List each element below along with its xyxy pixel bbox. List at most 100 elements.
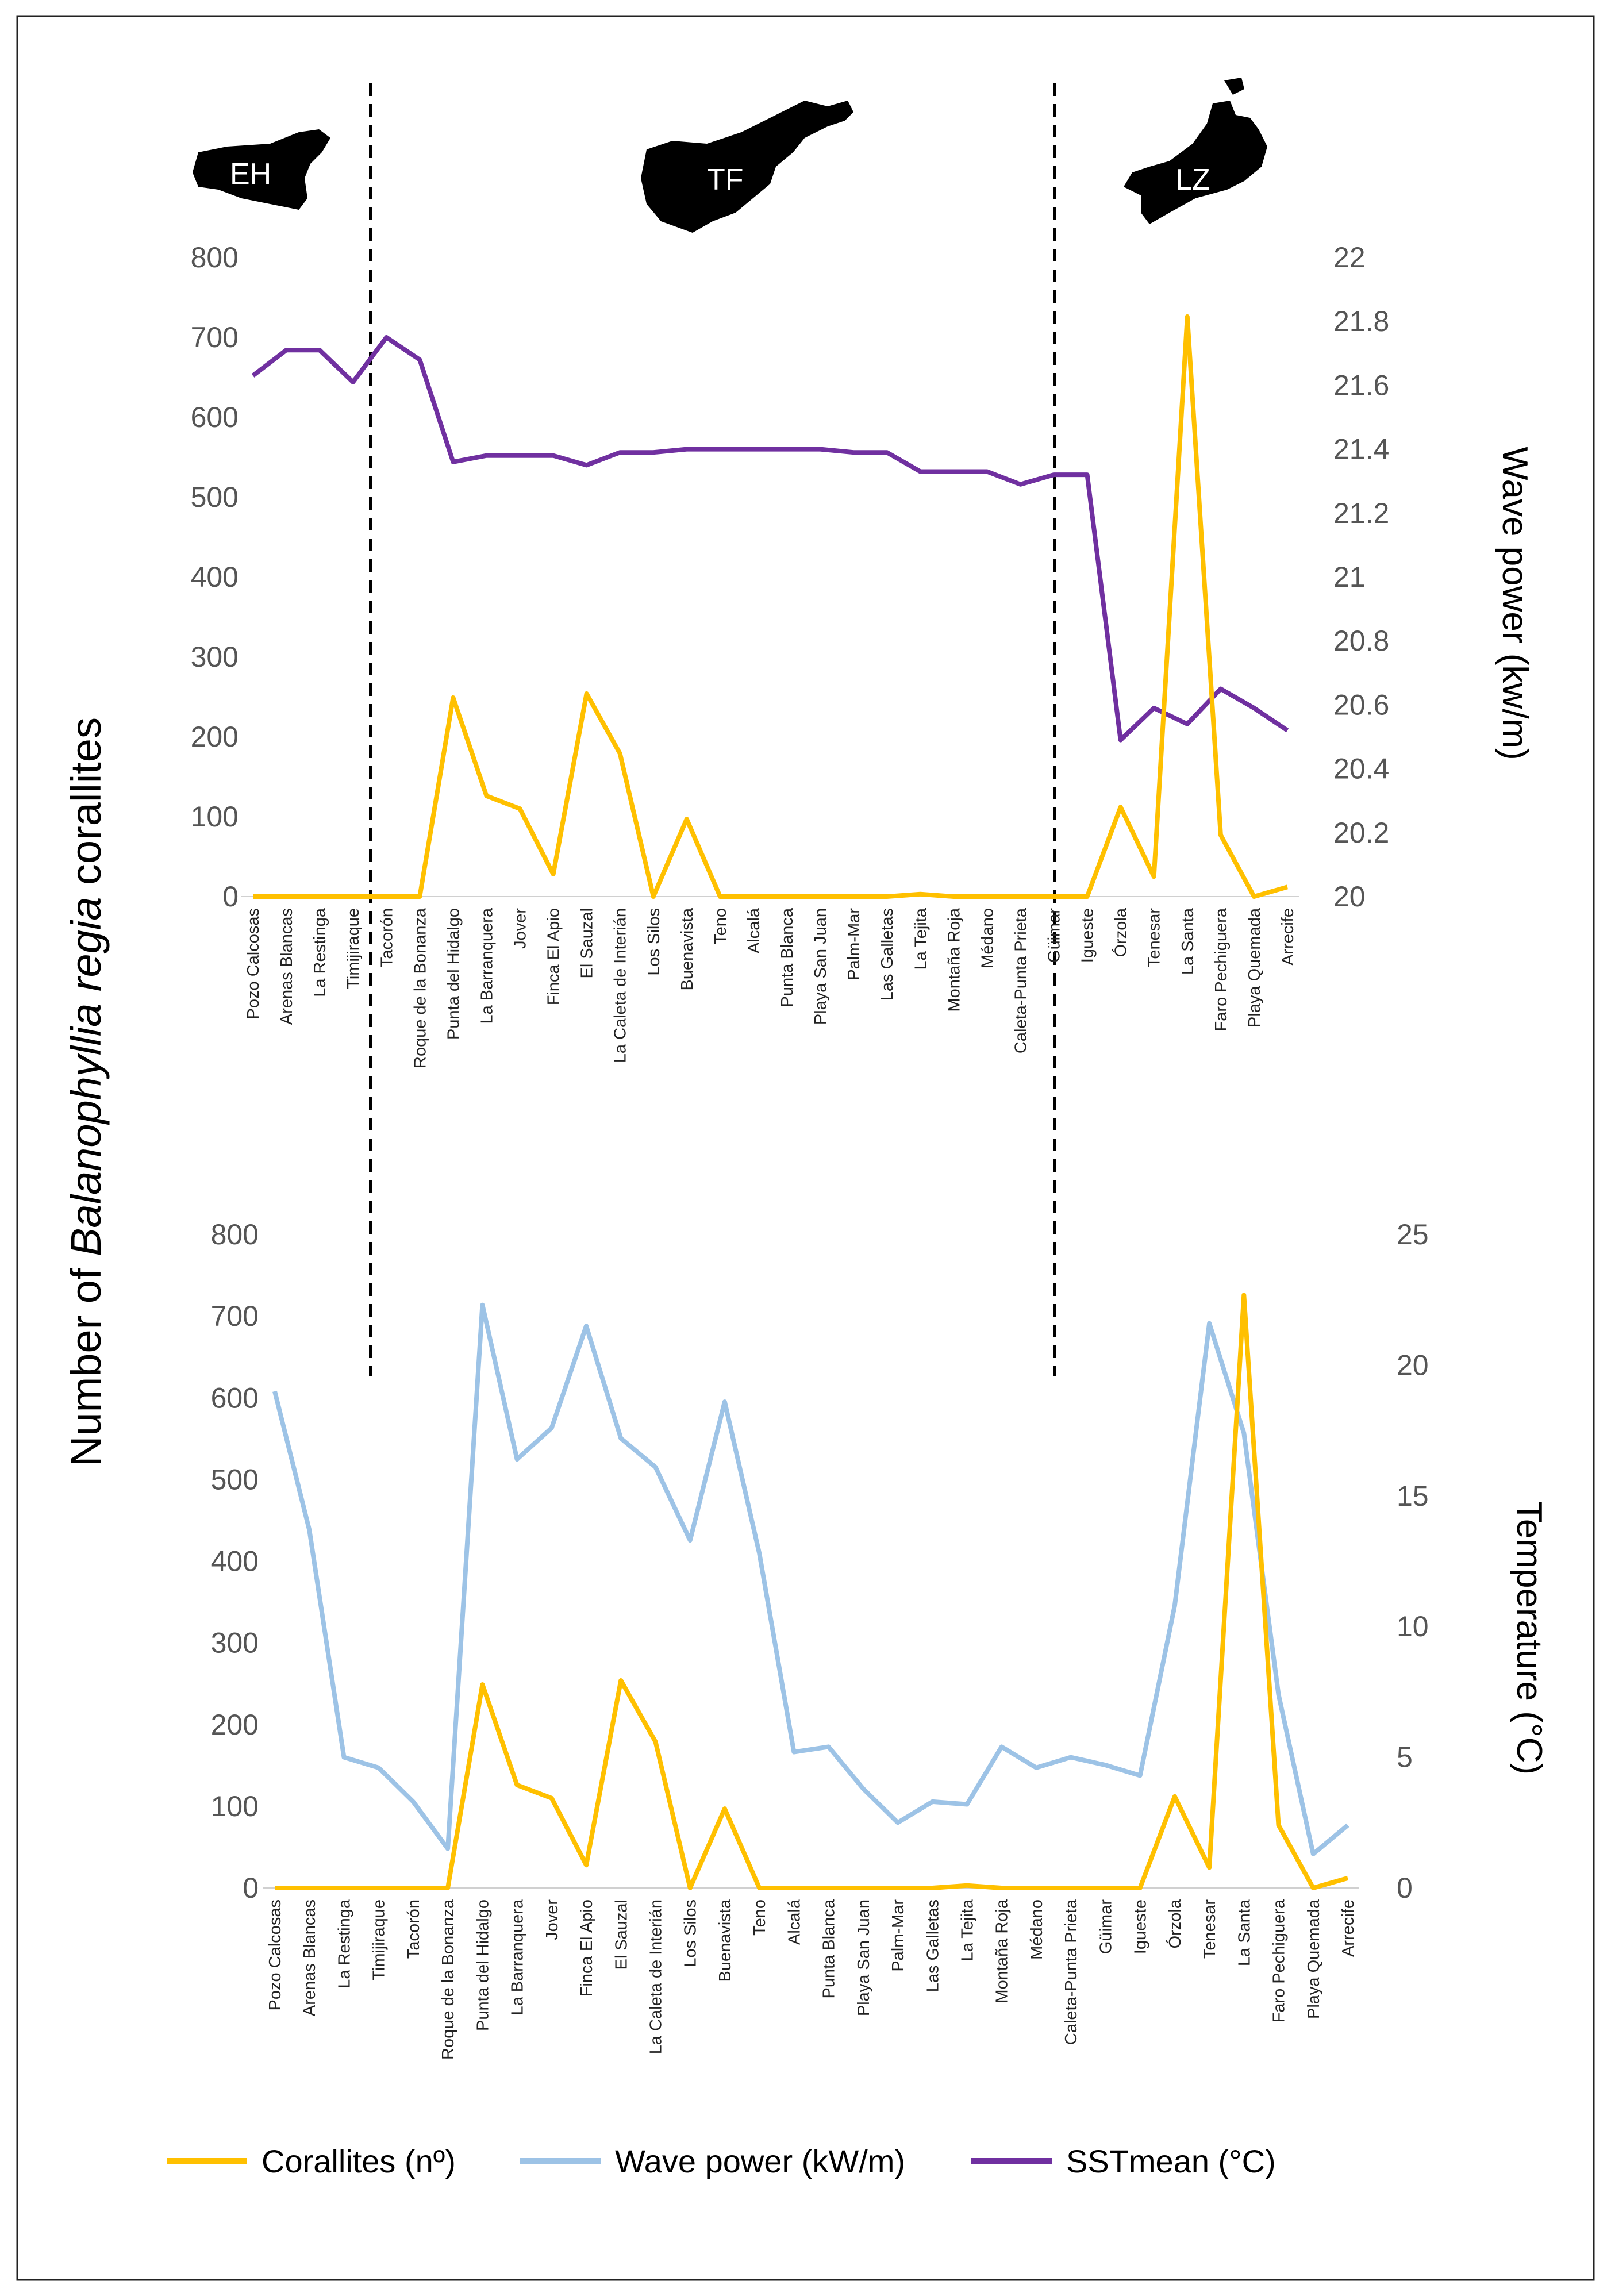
y-left-tick-label: 800 — [211, 1218, 259, 1251]
tenerife-island-shape — [641, 101, 853, 233]
x-category-label: Las Galletas — [878, 908, 897, 1001]
x-category-label: Montaña Roja — [945, 907, 963, 1012]
y-left-tick-label: 300 — [191, 641, 239, 673]
y-axis-label-right: Wave power (kw/m) — [1495, 447, 1535, 760]
x-category-label: Punta Blanca — [820, 1899, 839, 1998]
y-right-tick-label: 20.6 — [1333, 689, 1389, 721]
legend-label-wave-power: Wave power (kW/m) — [615, 2143, 905, 2179]
x-category-label: La Santa — [1179, 907, 1197, 975]
series-line-corallites-n — [275, 1293, 1349, 1890]
series-line-sstmean-c — [251, 335, 1289, 743]
y-axis-label-prefix: Number of — [62, 1256, 110, 1467]
y-left-tick-label: 200 — [191, 721, 239, 753]
x-category-label: Roque de la Bonanza — [411, 907, 429, 1068]
y-left-tick-label: 800 — [191, 241, 239, 274]
figure-frame — [16, 15, 1595, 2281]
y-right-tick-label: 21.6 — [1333, 369, 1389, 401]
x-category-label: Finca El Apio — [545, 908, 563, 1005]
x-category-label: Caleta-Punta Prieta — [1062, 1899, 1081, 2045]
x-category-label: La Barranquera — [478, 907, 496, 1024]
x-category-label: Playa Quemada — [1245, 907, 1264, 1028]
x-category-label: Faro Pechiguera — [1212, 907, 1231, 1031]
chart-top: 0 100 200 300 400 500 600 700 800 20 20.2 20.4 20.6 2… — [191, 241, 1535, 1068]
x-category-label: Tenesar — [1145, 908, 1164, 968]
x-category-label: Tacorón — [378, 908, 396, 967]
y-right-tick-label: 20.8 — [1333, 625, 1389, 657]
legend-label-corallites: Corallites (nº) — [262, 2143, 456, 2179]
x-category-label: La Caleta de Interián — [612, 908, 630, 1063]
y-left-tick-label: 700 — [191, 321, 239, 353]
x-category-label: Arenas Blancas — [278, 908, 296, 1025]
series-line-corallites-n — [253, 314, 1289, 899]
x-category-label: Timijiraque — [344, 908, 363, 989]
y-right-tick-label: 20 — [1397, 1349, 1429, 1381]
y-right-tick-label: 25 — [1397, 1218, 1429, 1251]
x-category-label: Güimar — [1045, 908, 1064, 963]
y-right-tick-label: 21.4 — [1333, 433, 1389, 466]
x-category-label: Buenavista — [716, 1899, 735, 1982]
y-right-tick-label: 20.4 — [1333, 753, 1389, 785]
x-category-label: Playa San Juan — [855, 1899, 873, 2016]
y-axis-label-left: Number of Balanophyllia regia corallites — [62, 717, 110, 1467]
x-category-label: La Restinga — [311, 907, 329, 997]
y-right-tick-label: 21.8 — [1333, 305, 1389, 337]
x-category-label: Pozo Calcosas — [266, 1899, 284, 2010]
island-silhouettes: EH TF LZ — [193, 78, 1267, 233]
x-category-label: Jover — [543, 1899, 562, 1940]
y-right-tick-label: 5 — [1397, 1741, 1413, 1774]
island-label-tf: TF — [707, 163, 744, 197]
y-right-tick-label: 21.2 — [1333, 497, 1389, 529]
y-right-tick-label: 20 — [1333, 880, 1366, 913]
y-right-tick-label: 21 — [1333, 561, 1366, 593]
y-left-tick-label: 200 — [211, 1709, 259, 1741]
x-category-label: Las Galletas — [924, 1899, 942, 1992]
y-left-tick-label: 0 — [222, 880, 239, 913]
x-category-label: Tacorón — [405, 1899, 423, 1959]
x-category-label: Teno — [712, 908, 730, 944]
x-category-label: Palm-Mar — [845, 908, 863, 980]
x-category-label: Faro Pechiguera — [1270, 1899, 1289, 2022]
y-right-tick-label: 0 — [1397, 1872, 1413, 1904]
x-category-label: La Santa — [1235, 1899, 1254, 1966]
x-category-label: Güimar — [1097, 1899, 1115, 1954]
x-category-label: El Sauzal — [578, 908, 597, 979]
x-category-label: Médano — [1028, 1899, 1046, 1960]
x-category-label: Arrecife — [1279, 908, 1297, 966]
x-category-label: Médano — [978, 908, 997, 968]
y-axis-label-right: Temperature (°C) — [1509, 1501, 1549, 1775]
x-category-label: Palm-Mar — [889, 1899, 908, 1972]
x-category-label: Tenesar — [1201, 1899, 1219, 1959]
x-category-label: Jover — [512, 908, 530, 949]
x-category-label: Arenas Blancas — [301, 1899, 319, 2016]
legend: Corallites (nº) Wave power (kW/m) SSTmea… — [167, 2143, 1276, 2179]
y-left-tick-label: 600 — [211, 1382, 259, 1414]
y-left-tick-label: 300 — [211, 1627, 259, 1659]
x-category-label: Finca El Apio — [578, 1899, 596, 1997]
x-category-label: Buenavista — [678, 907, 697, 990]
y-left-tick-label: 500 — [211, 1463, 259, 1495]
x-category-label: Punta del Hidalgo — [444, 908, 463, 1040]
x-category-label: Los Silos — [682, 1899, 700, 1967]
x-category-label: El Sauzal — [612, 1899, 630, 1970]
y-right-tick-label: 10 — [1397, 1610, 1429, 1643]
x-category-label: Arrecife — [1339, 1899, 1358, 1957]
x-category-label: Playa San Juan — [812, 908, 830, 1025]
y-right-tick-label: 22 — [1333, 241, 1366, 274]
y-left-tick-label: 400 — [191, 561, 239, 593]
y-left-tick-label: 500 — [191, 481, 239, 513]
x-category-label: Montaña Roja — [993, 1899, 1012, 2003]
island-label-eh: EH — [230, 157, 271, 191]
x-category-label: Igueste — [1132, 1899, 1150, 1954]
legend-label-sst: SSTmean (°C) — [1066, 2143, 1276, 2179]
island-label-lz: LZ — [1175, 163, 1210, 197]
x-category-label: Caleta-Punta Prieta — [1012, 907, 1030, 1053]
x-category-label: Igueste — [1079, 908, 1097, 963]
x-category-label: Punta del Hidalgo — [474, 1899, 492, 2031]
x-category-label: Playa Quemada — [1305, 1899, 1323, 2019]
x-category-label: La Tejita — [959, 1899, 977, 1961]
x-category-label: La Tejita — [912, 907, 930, 970]
x-category-label: Órzola — [1112, 907, 1131, 957]
y-left-tick-label: 400 — [211, 1545, 259, 1578]
y-axis-label-italic: Balanophyllia regia — [62, 897, 110, 1256]
